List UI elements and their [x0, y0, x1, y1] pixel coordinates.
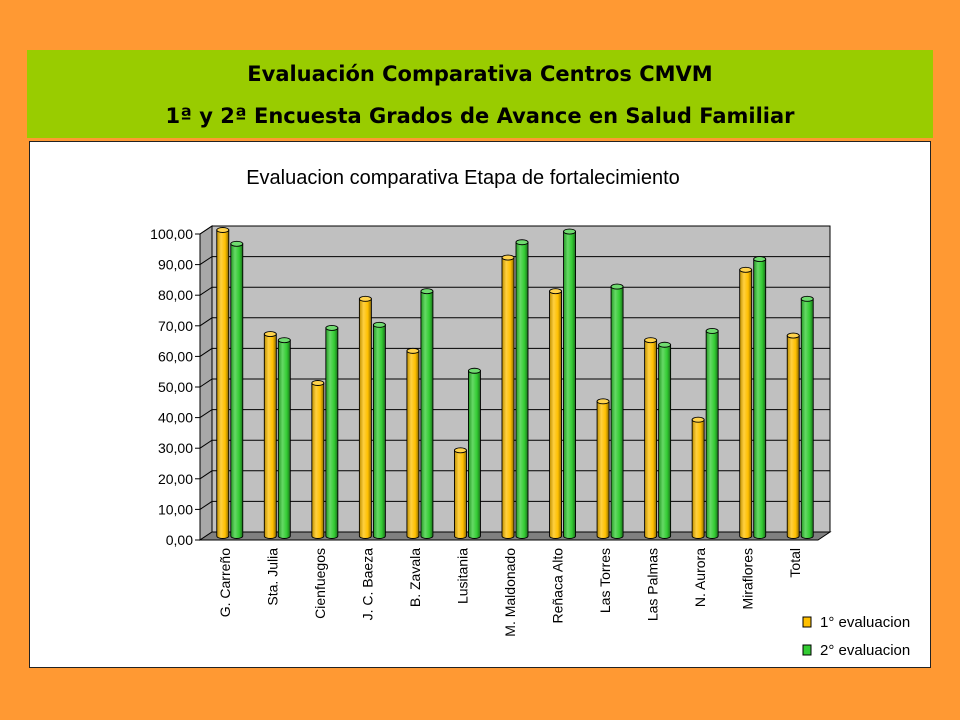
legend-label-series2: 2° evaluacion [820, 642, 910, 659]
bar-series2 [230, 240, 244, 539]
banner-title: Evaluación Comparativa Centros CMVM [247, 62, 713, 86]
banner-subtitle: 1ª y 2ª Encuesta Grados de Avance en Sal… [165, 104, 795, 128]
gridline [199, 470, 830, 480]
bar-series2 [563, 228, 576, 539]
bar-series1 [501, 254, 515, 539]
gridline [199, 256, 830, 266]
gridline [199, 286, 830, 296]
bar-series2 [753, 256, 767, 539]
bar-series2 [420, 288, 434, 539]
y-tick-label: 60,00 [158, 348, 193, 364]
bar-series1 [406, 347, 420, 539]
y-tick-label: 80,00 [158, 287, 193, 303]
y-tick-label: 90,00 [158, 257, 193, 273]
x-tick-label: Las Palmas [645, 548, 661, 621]
x-tick-label: Sta. Julia [264, 548, 280, 606]
chart-panel: Evaluacion comparativa Etapa de fortalec… [29, 141, 931, 668]
x-tick-label: Las Torres [597, 548, 613, 613]
x-tick-label: Lusitania [454, 548, 470, 604]
gridline [199, 317, 830, 327]
x-tick-label: B. Zavala [407, 548, 423, 607]
bar-series2 [610, 283, 624, 539]
bar-series1 [311, 380, 325, 539]
y-tick-label: 50,00 [158, 379, 193, 395]
x-tick-label: N. Aurora [692, 548, 708, 607]
bar-series2 [325, 324, 339, 539]
legend-swatch-series1 [802, 616, 812, 628]
bar-series1 [691, 416, 705, 539]
bar-series2 [277, 337, 291, 539]
gridline [199, 347, 830, 357]
gridline [199, 439, 830, 449]
gridline [199, 378, 830, 388]
bar-series1 [549, 288, 562, 539]
bar-series2 [372, 321, 386, 539]
x-tick-label: Miraflores [740, 548, 756, 609]
bar-series1 [786, 332, 800, 539]
bar-series1 [644, 337, 658, 539]
legend-swatch-series2 [802, 644, 812, 656]
bar-series2 [705, 328, 719, 539]
chart-svg: Evaluacion comparativa Etapa de fortalec… [150, 167, 910, 659]
gridline [199, 409, 830, 419]
bar-series1 [358, 295, 372, 539]
y-tick-label: 0,00 [166, 532, 193, 548]
gridline [199, 225, 830, 235]
y-tick-label: 70,00 [158, 318, 193, 334]
y-tick-label: 20,00 [158, 471, 193, 487]
y-tick-label: 30,00 [158, 440, 193, 456]
x-tick-label: Total [787, 548, 803, 578]
x-tick-label: Reñaca Alto [550, 548, 566, 624]
bar-series1 [596, 398, 610, 539]
x-tick-label: M. Maldonado [502, 548, 518, 637]
legend-label-series1: 1° evaluacion [820, 614, 910, 631]
plot-floor [198, 531, 832, 541]
bar-series2 [658, 341, 672, 539]
x-tick-label: Cienfuegos [312, 548, 328, 619]
x-tick-label: J. C. Baeza [359, 548, 375, 621]
bar-series2 [800, 295, 814, 539]
gridline [199, 500, 830, 510]
bar-series1 [454, 447, 467, 539]
chart-title: Evaluacion comparativa Etapa de fortalec… [246, 167, 680, 189]
title-banner: Evaluación Comparativa Centros CMVM 1ª y… [27, 50, 933, 138]
bar-series1 [739, 266, 753, 539]
bar-series1 [216, 227, 230, 539]
y-tick-label: 10,00 [158, 501, 193, 517]
bar-series2 [515, 239, 529, 539]
y-tick-label: 100,00 [150, 226, 193, 242]
bar-series2 [468, 367, 481, 539]
y-tick-label: 40,00 [158, 410, 193, 426]
x-tick-label: G. Carreño [217, 548, 233, 617]
bar-series1 [263, 331, 277, 539]
